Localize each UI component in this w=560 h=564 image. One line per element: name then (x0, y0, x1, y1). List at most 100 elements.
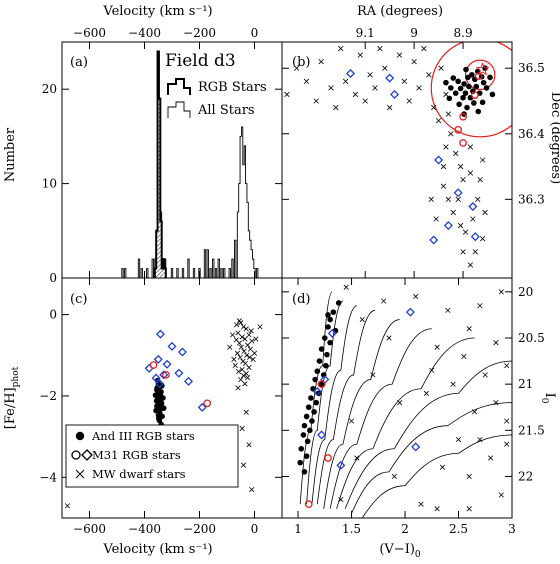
and3-rgb-star-point (154, 403, 160, 409)
panel-d-ytick-label: 21 (518, 377, 533, 391)
feh-label-sub: phot (11, 366, 21, 387)
and3-rgb-star-point (450, 75, 457, 81)
and3-rgb-star-point (487, 74, 493, 81)
and3-rgb-star-point (452, 90, 459, 96)
mw-dwarf-star-point (426, 72, 432, 78)
m31-rgb-star-point (468, 202, 478, 212)
m31-rgb-star-point (405, 307, 415, 317)
mw-dwarf-star-point (246, 332, 252, 338)
and3-rgb-star-point (325, 324, 331, 330)
mw-dwarf-star-point (236, 318, 242, 324)
and3-rgb-star-point (303, 413, 310, 420)
mw-dwarf-star-point (448, 131, 454, 137)
m31-rgb-star-point (155, 329, 165, 339)
and3-rgb-star-point (307, 427, 313, 434)
panel-a-ytick-label: 20 (42, 82, 57, 96)
and3-rgb-star-point (301, 469, 308, 475)
mw-dwarf-star-point (328, 85, 334, 91)
panel-b-xtick-label: 8.9 (454, 26, 473, 40)
panel-a-legend-rgb-label: RGB Stars (198, 80, 267, 95)
legend-rgb-stars-symbol (167, 78, 191, 95)
and3-rgb-star-point (483, 85, 490, 91)
mw-dwarf-star-point (357, 52, 363, 58)
m31-rgb-star-point (317, 430, 327, 440)
mw-dwarf-star-point (435, 117, 442, 124)
and3-rgb-star-point (304, 438, 311, 445)
mw-dwarf-star-point (455, 196, 461, 203)
mw-dwarf-star-point (250, 356, 256, 362)
mw-dwarf-star-point (241, 348, 247, 354)
mw-dwarf-star-point (234, 322, 240, 328)
mw-dwarf-star-point (482, 372, 488, 378)
mw-dwarf-star-point (338, 45, 344, 52)
mw-dwarf-star-point (235, 385, 241, 391)
and3-rgb-star-point (463, 66, 469, 73)
mw-dwarf-star-point (434, 344, 440, 350)
and3-rgb-star-point (456, 101, 462, 108)
m31-rgb-star-point (429, 235, 439, 245)
panel-c-legend-m31-label: M31 RGB stars (92, 448, 181, 462)
and3-rgb-star-point (321, 335, 328, 341)
mw-dwarf-star-point (434, 506, 440, 512)
legend-m31-circle-symbol (71, 450, 81, 460)
isochrone-line (336, 337, 475, 509)
panel-b-xtick-label: 9.1 (356, 26, 375, 40)
mw-dwarf-star-point (239, 425, 245, 432)
mw-dwarf-star-point (386, 104, 393, 111)
mw-dwarf-star-point (249, 486, 255, 493)
legend-all-stars-symbol (167, 101, 191, 118)
mw-dwarf-star-point (418, 501, 424, 507)
panel-b-ytick-label: 36.3 (518, 192, 545, 206)
mw-dwarf-star-point (248, 328, 254, 334)
m31-rgb-star-point (174, 368, 184, 378)
and3-rgb-star-point (461, 81, 467, 87)
mw-dwarf-star-point (386, 335, 392, 341)
mw-dwarf-star-point (445, 196, 452, 203)
right-axis-label-i0: I0 (539, 393, 557, 404)
mw-dwarf-star-point (413, 293, 419, 300)
m31-rgb-star-point (411, 442, 421, 452)
panel-d-ytick-label: 20.5 (518, 331, 545, 345)
mw-dwarf-star-point (382, 65, 388, 71)
mw-dwarf-star-point (246, 442, 252, 448)
panel-b-ytick-label: 36.5 (518, 61, 545, 75)
panel-c-ytick-label: −2 (39, 389, 57, 403)
mw-dwarf-star-point (240, 462, 247, 468)
mw-dwarf-star-point (64, 503, 71, 509)
mw-dwarf-star-point (467, 262, 474, 268)
core-radius-circle (464, 59, 496, 91)
mw-dwarf-star-point (231, 356, 237, 362)
panel-b-xtick-label: 9 (410, 26, 418, 40)
mw-dwarf-star-point (504, 441, 510, 447)
and3-rgb-star-point (330, 309, 337, 315)
and3-rgb-star-point (324, 351, 330, 358)
mw-dwarf-star-point (242, 381, 248, 387)
panel-d-ytick-label: 21.5 (518, 423, 545, 437)
mw-dwarf-star-point (462, 229, 469, 235)
and3-rgb-star-point (443, 79, 449, 86)
m31-rgb-star-point (385, 73, 395, 83)
panel-b-ytick-label: 36.4 (518, 127, 545, 141)
and3-rgb-star-point (460, 94, 466, 101)
mw-dwarf-star-point (443, 91, 449, 98)
mw-dwarf-star-point (251, 350, 258, 356)
m31-rgb-star-circle-point (162, 370, 170, 379)
panel-b-tag: (b) (292, 55, 310, 70)
panel-d-ytick-label: 22 (518, 469, 533, 483)
histogram-all-stars (121, 50, 259, 278)
m31-rgb-star-circle-point (454, 125, 463, 134)
mw-dwarf-star-point (396, 52, 403, 58)
panel-a-field-title: Field d3 (165, 51, 236, 71)
mw-dwarf-star-point (234, 350, 241, 356)
mw-dwarf-star-point (239, 334, 245, 340)
mw-dwarf-star-point (247, 346, 253, 352)
panel-c-xtick-label: −600 (73, 522, 106, 536)
isochrone-line (351, 402, 512, 514)
m31-rgb-star-point (151, 373, 161, 383)
and3-center-star-marker (475, 62, 490, 76)
panel-d-ytick-label: 20 (518, 285, 533, 299)
mw-dwarf-star-point (472, 249, 478, 255)
m31-rgb-star-circle-point (203, 399, 212, 408)
and3-rgb-star-point (448, 85, 454, 91)
